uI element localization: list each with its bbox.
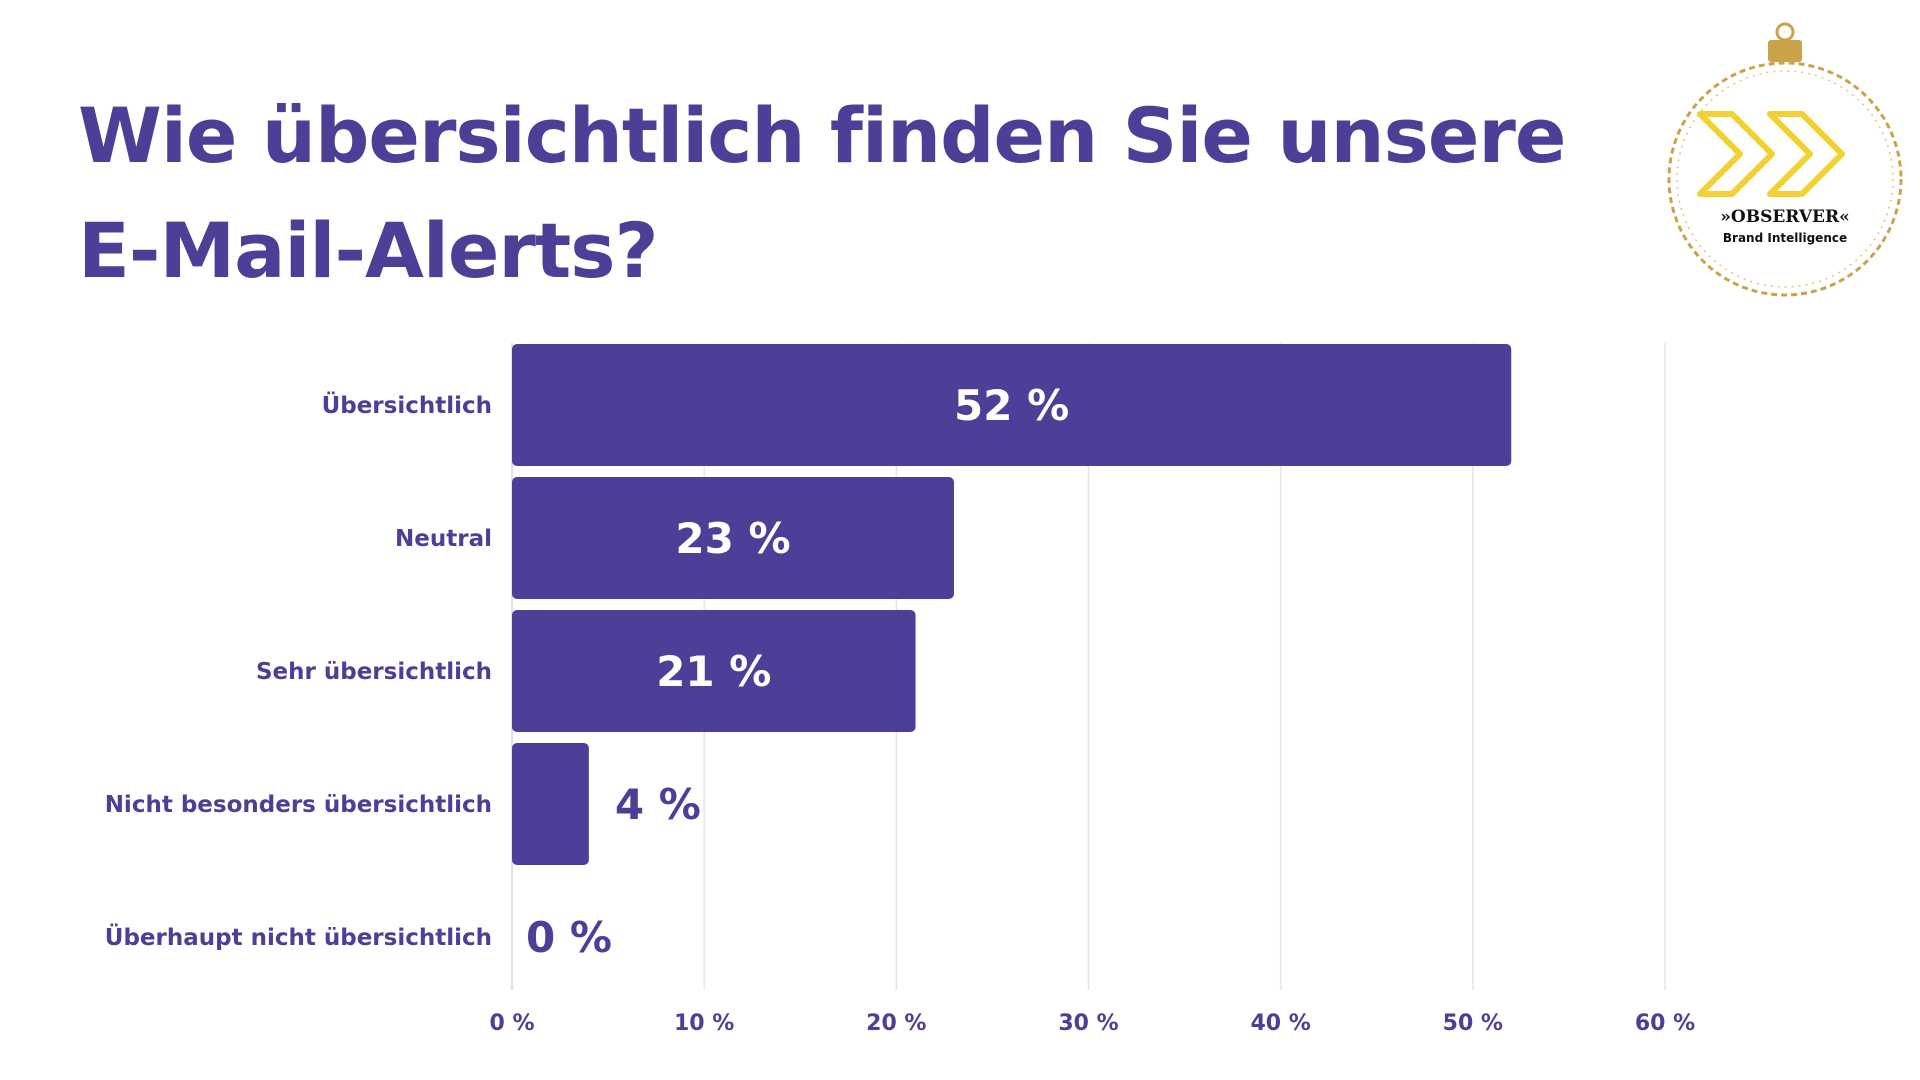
x-tick-label: 60 %: [1635, 1011, 1695, 1036]
ornament-inner-ring: [1676, 70, 1894, 288]
bar-value-label: 52 %: [954, 381, 1069, 430]
bar: [512, 477, 954, 599]
category-label: Übersichtlich: [322, 391, 492, 419]
category-label: Sehr übersichtlich: [256, 659, 492, 685]
bar: [512, 743, 589, 865]
x-tick-label: 40 %: [1251, 1011, 1311, 1036]
ornament-cap: [1768, 40, 1802, 62]
observer-logo: »OBSERVER« Brand Intelligence: [1667, 22, 1903, 297]
logo-brand-text: »OBSERVER«: [1720, 207, 1849, 227]
x-tick-label: 10 %: [674, 1011, 734, 1036]
x-tick-label: 0 %: [489, 1011, 534, 1036]
bar-value-label: 4 %: [615, 780, 701, 829]
double-chevron-icon: [1697, 111, 1845, 197]
category-labels: Übersichtlich Neutral Sehr übersichtlich Ni…: [105, 391, 492, 951]
category-label: Überhaupt nicht übersichtlich: [105, 923, 492, 951]
x-axis-ticks: 0 % 10 % 20 % 30 % 40 % 50 % 60 %: [489, 1011, 1695, 1036]
logo-tagline-text: Brand Intelligence: [1723, 231, 1847, 245]
bar-value-label: 23 %: [675, 514, 790, 563]
bar: [512, 344, 1512, 466]
category-label: Neutral: [395, 526, 492, 552]
x-tick-label: 20 %: [866, 1011, 926, 1036]
x-tick-label: 30 %: [1058, 1011, 1118, 1036]
category-label: Nicht besonders übersichtlich: [105, 792, 492, 818]
x-tick-label: 50 %: [1443, 1011, 1503, 1036]
chart-title: Wie übersichtlich finden Sie unsere E-Ma…: [78, 91, 1566, 295]
bar-value-label: 21 %: [656, 647, 771, 696]
bar-value-label: 0 %: [526, 913, 612, 962]
bar: [512, 610, 916, 732]
bars: 52 % 23 % 21 % 4 % 0 %: [512, 344, 1512, 962]
